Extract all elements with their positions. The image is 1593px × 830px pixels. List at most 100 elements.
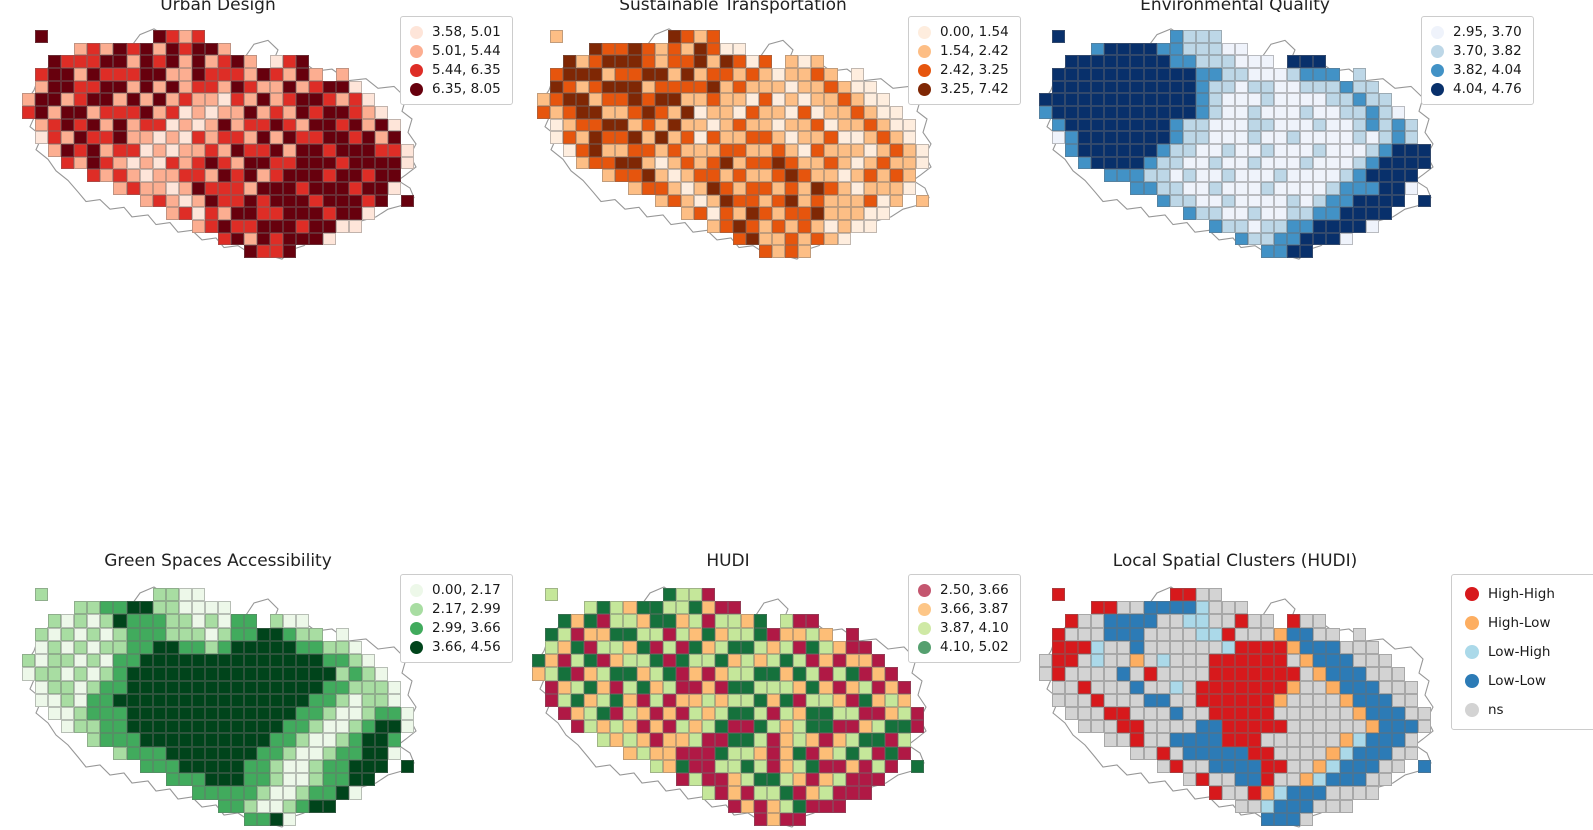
map-cell <box>152 156 166 170</box>
map-cell <box>1208 773 1222 787</box>
map-cell <box>1261 614 1275 628</box>
map-cell <box>759 169 773 182</box>
map-cell <box>589 144 603 157</box>
map-cell <box>1221 614 1235 628</box>
map-cell <box>1248 220 1262 233</box>
map-cell <box>361 182 375 195</box>
map-cell <box>811 118 825 132</box>
map-cell <box>772 80 786 94</box>
map-cell <box>1130 42 1144 56</box>
legend-swatch-icon <box>410 44 423 58</box>
map-cell <box>1300 786 1314 800</box>
map-cell <box>1078 627 1092 641</box>
map-cell <box>1117 68 1131 81</box>
map-cell <box>61 93 75 106</box>
map-cell <box>1313 118 1327 132</box>
map-title-sustainable-transportation: Sustainable Transportation <box>619 0 847 15</box>
map-cell <box>35 93 49 106</box>
map-cell <box>1274 786 1288 800</box>
map-cell <box>257 93 271 106</box>
map-cell <box>693 42 707 56</box>
map-cell <box>178 759 192 774</box>
map-cell <box>706 30 720 43</box>
map-cell <box>897 733 911 747</box>
map-cell <box>257 220 271 233</box>
map-cell <box>35 68 49 81</box>
map-cell <box>100 156 114 170</box>
map-cell <box>244 232 258 246</box>
map-cell <box>1143 601 1157 615</box>
map-cell <box>589 131 603 144</box>
map-cell <box>191 614 205 628</box>
map-cell <box>204 667 218 681</box>
map-cell <box>811 220 825 233</box>
map-cell <box>270 118 284 132</box>
map-cell <box>706 55 720 68</box>
map-cell <box>806 799 820 813</box>
legend-label: 4.04, 4.76 <box>1453 81 1522 97</box>
map-cell <box>218 106 232 119</box>
map-cell <box>296 733 310 747</box>
map-cell <box>610 601 624 615</box>
map-cell <box>113 80 127 94</box>
map-cell <box>728 640 742 655</box>
map-cell <box>231 680 245 694</box>
legend-environmental-quality: 2.95, 3.70 3.70, 3.82 3.82, 4.04 4.04, 4.76 <box>1421 16 1534 105</box>
map-cell <box>714 614 728 628</box>
map-cell <box>335 759 349 774</box>
map-cell <box>662 746 676 760</box>
map-cell <box>309 169 323 182</box>
map-cell <box>1117 42 1131 56</box>
map-cell <box>1287 68 1301 81</box>
map-cell <box>811 93 825 106</box>
map-cell <box>1182 106 1196 119</box>
map-cell <box>335 654 349 668</box>
map-cell <box>1208 640 1222 655</box>
map-cell <box>100 68 114 81</box>
map-cell <box>139 601 153 615</box>
map-cell <box>257 746 271 760</box>
map-cell <box>191 693 205 707</box>
map-cell <box>1143 144 1157 157</box>
map-cell <box>1313 667 1327 681</box>
map-cell <box>733 106 747 119</box>
map-cell <box>139 194 153 208</box>
map-cell <box>1352 93 1366 106</box>
map-cell <box>218 773 232 787</box>
map-cell <box>1117 680 1131 694</box>
map-cell <box>296 614 310 628</box>
map-cell <box>780 720 794 734</box>
map-cell <box>1378 93 1392 106</box>
map-cell <box>884 707 898 721</box>
map-cell <box>701 786 715 800</box>
map-cell <box>1156 733 1170 747</box>
map-cell <box>845 786 859 800</box>
map-cell <box>1326 156 1340 170</box>
map-cell <box>1208 156 1222 170</box>
map-cell <box>74 680 88 694</box>
map-cell <box>837 156 851 170</box>
map-cell <box>623 733 637 747</box>
map-cell <box>309 220 323 233</box>
map-cell <box>100 614 114 628</box>
map-cell <box>126 720 140 734</box>
map-cell <box>584 654 598 668</box>
map-cell <box>701 667 715 681</box>
map-cell <box>139 144 153 157</box>
map-cell <box>309 707 323 721</box>
map-cell <box>1352 667 1366 681</box>
map-cell <box>793 680 807 694</box>
map-cell <box>714 680 728 694</box>
map-cell <box>87 68 101 81</box>
map-cell <box>680 93 694 106</box>
map-cell <box>1169 30 1183 43</box>
map-cell <box>1287 106 1301 119</box>
map-cell <box>754 720 768 734</box>
map-cell <box>335 786 349 800</box>
map-cell <box>667 156 681 170</box>
map-cell <box>1169 667 1183 681</box>
map-cell <box>270 720 284 734</box>
legend-label: High-Low <box>1488 615 1551 631</box>
map-cell <box>257 80 271 94</box>
map-cell <box>1130 693 1144 707</box>
